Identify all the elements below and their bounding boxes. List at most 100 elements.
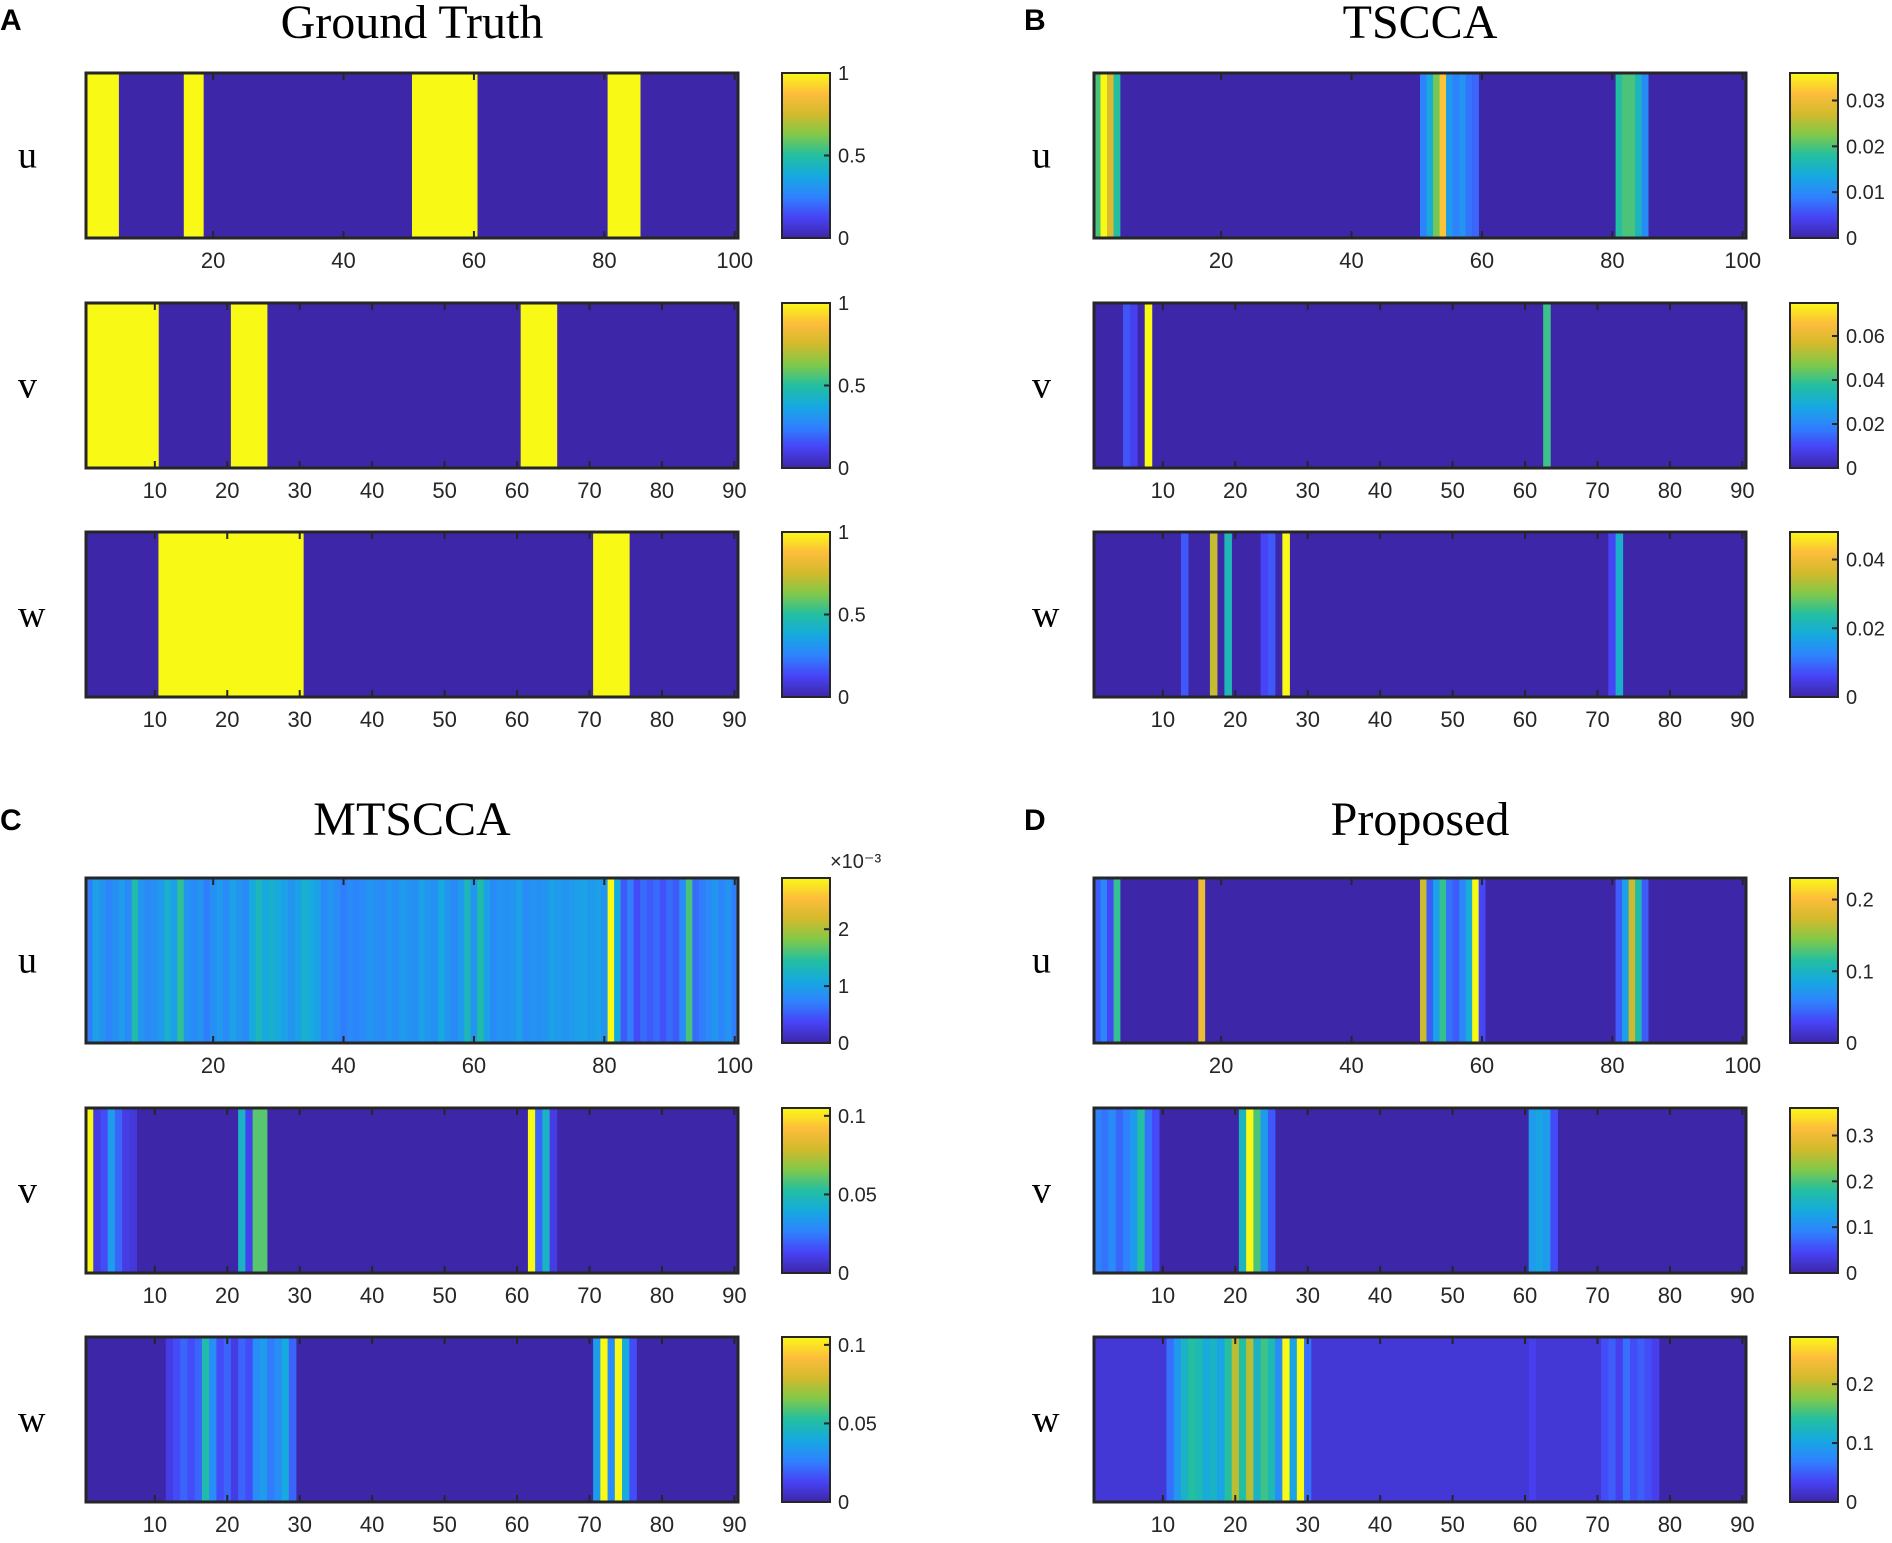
colorbar-tick-label: 0: [1846, 1033, 1857, 1055]
x-tick-label: 50: [432, 1512, 456, 1537]
row-label-v: v: [18, 1170, 37, 1212]
heatmap-cell: [633, 878, 641, 1043]
heatmap-cell: [172, 1337, 181, 1502]
heatmap-cell: [93, 1108, 101, 1273]
colorbar: [1790, 532, 1838, 697]
heatmap-cell: [711, 878, 719, 1043]
heatmap-cell: [620, 878, 628, 1043]
heatmap-background: [1094, 303, 1746, 468]
heatmap-cell: [522, 878, 530, 1043]
heatmap-cell: [438, 878, 445, 1043]
heatmap-cell: [444, 878, 452, 1043]
heatmap-cell: [230, 303, 268, 468]
heatmap-cell: [1446, 73, 1453, 238]
heatmap-cell: [1615, 878, 1623, 1043]
heatmap-cell: [607, 73, 641, 238]
heatmap-C-v: v 10 20 30 40 50 60 70 80 90 0 0.05 0.1: [18, 1106, 877, 1308]
axes-frame: [1092, 1106, 1748, 1275]
x-tick-label: 30: [287, 478, 311, 503]
x-tick-label: 50: [1440, 707, 1464, 732]
x-tick-label: 80: [1658, 1283, 1682, 1308]
x-tick-label: 60: [1470, 248, 1494, 273]
heatmap-cell: [692, 878, 700, 1043]
x-tick-label: 10: [143, 478, 167, 503]
x-tick-label: 40: [331, 1053, 355, 1078]
heatmap-cell: [464, 878, 471, 1043]
heatmap-cell: [1622, 878, 1629, 1043]
heatmap-D-v: v 10 20 30 40 50 60 70 80 90 0 0.1 0.2 0.3: [1032, 1106, 1874, 1308]
x-tick-label: 20: [201, 1053, 225, 1078]
heatmap-cell: [1289, 1337, 1298, 1502]
heatmap-cell: [575, 878, 582, 1043]
heatmap-cell: [105, 878, 113, 1043]
x-tick-label: 60: [462, 248, 486, 273]
heatmap-cell: [412, 73, 478, 238]
heatmap-cell: [275, 878, 282, 1043]
heatmap-cell: [238, 1108, 246, 1273]
heatmap-cell: [86, 878, 93, 1043]
heatmap-cell: [1452, 878, 1460, 1043]
x-tick-label: 50: [432, 1283, 456, 1308]
heatmap-D-u: u 20 40 60 80 100 0 0.1 0.2: [1032, 876, 1874, 1078]
x-tick-label: 10: [1151, 1512, 1175, 1537]
heatmap-cell: [718, 878, 726, 1043]
colorbar-frame: [781, 1336, 831, 1503]
heatmap-cell: [1644, 1337, 1653, 1502]
colorbar: [1790, 1337, 1838, 1502]
heatmap-cell: [1202, 1337, 1211, 1502]
heatmap-cell: [425, 878, 432, 1043]
heatmap-cell: [1608, 532, 1616, 697]
heatmap-cell: [1601, 1337, 1609, 1502]
x-tick-label: 30: [1295, 1283, 1319, 1308]
x-tick-label: 10: [1151, 1283, 1175, 1308]
colorbar-tick-label: 0.5: [838, 146, 866, 168]
x-tick-label: 60: [505, 1512, 529, 1537]
colorbar-tick-label: 1: [838, 976, 849, 998]
x-tick-label: 80: [592, 1053, 616, 1078]
heatmap-cell: [1107, 73, 1114, 238]
heatmap-cell: [418, 878, 426, 1043]
heatmap-cell: [238, 1337, 246, 1502]
row-label-w: w: [1032, 1399, 1060, 1441]
x-tick-label: 30: [287, 707, 311, 732]
colorbar-frame: [1789, 72, 1839, 239]
colorbar-tick-label: 0: [838, 687, 849, 709]
colorbar-tick-label: 0: [838, 458, 849, 480]
x-tick-label: 50: [1440, 1283, 1464, 1308]
heatmap-cell: [581, 878, 589, 1043]
heatmap-cell: [1635, 73, 1642, 238]
heatmap-cell: [594, 878, 602, 1043]
heatmap-cell: [366, 878, 374, 1043]
x-tick-label: 70: [577, 707, 601, 732]
x-tick-label: 90: [722, 1512, 746, 1537]
heatmap-cell: [1180, 532, 1189, 697]
heatmap-cell: [1439, 73, 1447, 238]
axes-frame: [1092, 1335, 1748, 1504]
heatmap-cell: [255, 878, 263, 1043]
heatmap-cell: [1144, 303, 1153, 468]
colorbar-frame: [1789, 877, 1839, 1044]
heatmap-cell: [542, 878, 550, 1043]
x-tick-label: 80: [1658, 707, 1682, 732]
colorbar-tick-label: 0.02: [1846, 136, 1885, 158]
heatmap-cell: [340, 878, 348, 1043]
heatmap-cell: [1238, 1108, 1247, 1273]
heatmap-cell: [593, 1337, 601, 1502]
heatmap-cell: [1304, 1337, 1312, 1502]
heatmap-cell: [86, 73, 119, 238]
colorbar: [782, 1108, 830, 1273]
colorbar-tick-label: 0.3: [1846, 1126, 1874, 1148]
heatmap-cell: [222, 878, 230, 1043]
heatmap-cell: [274, 1337, 282, 1502]
x-tick-label: 70: [577, 1512, 601, 1537]
heatmap-cell: [245, 1108, 253, 1273]
axes-frame: [84, 301, 740, 470]
heatmap-cell: [125, 878, 132, 1043]
heatmap-cell: [1198, 878, 1206, 1043]
heatmap-cell: [1173, 1337, 1182, 1502]
heatmap-cell: [1217, 1337, 1225, 1502]
colorbar-tick-label: 0.02: [1846, 414, 1885, 436]
